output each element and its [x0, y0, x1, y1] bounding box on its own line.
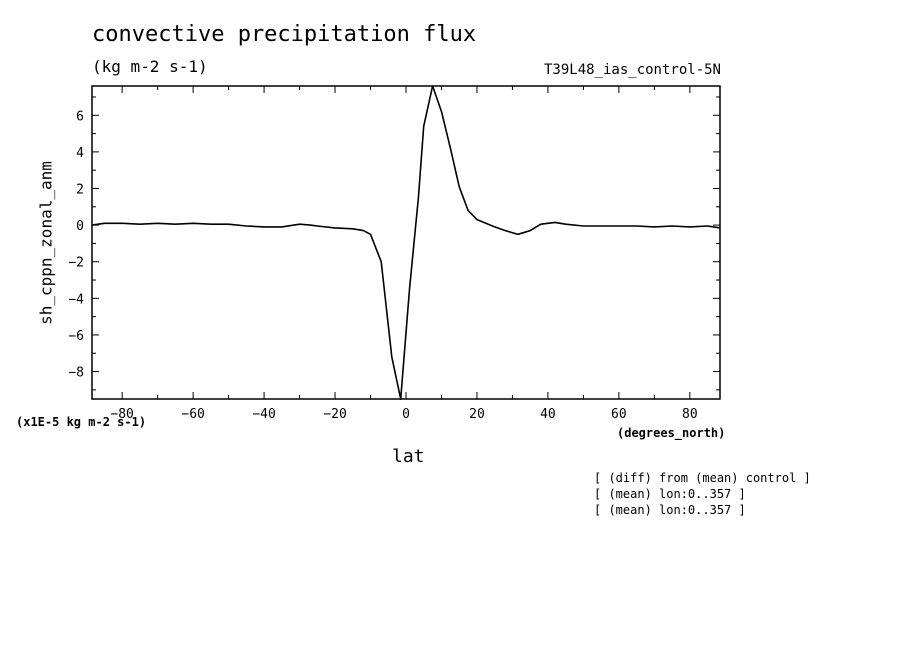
annotation-note: [ (mean) lon:0..357 ]	[594, 503, 746, 517]
annotation-note: [ (mean) lon:0..357 ]	[594, 487, 746, 501]
x-tick-label: −20	[323, 407, 346, 422]
tick-marks	[92, 86, 720, 399]
y-tick-label: −2	[68, 256, 84, 271]
y-tick-label: 0	[76, 219, 84, 234]
y-scale-note: (x1E-5 kg m-2 s-1)	[16, 415, 147, 429]
x-tick-label: 40	[540, 407, 556, 422]
annotation-note: [ (diff) from (mean) control ]	[594, 471, 811, 485]
chart-units: (kg m-2 s-1)	[92, 57, 208, 76]
y-axis-label: sh_cppn_zonal_anm	[36, 161, 56, 325]
y-tick-label: −4	[68, 292, 84, 307]
x-tick-label: 20	[469, 407, 485, 422]
x-tick-label: 0	[402, 407, 410, 422]
y-tick-label: 6	[76, 109, 84, 124]
x-tick-label: −40	[252, 407, 275, 422]
x-unit-note: (degrees_north)	[617, 426, 726, 440]
x-tick-label: −80	[110, 407, 133, 422]
chart-title: convective precipitation flux	[92, 22, 477, 47]
plot-frame	[91, 85, 721, 400]
y-tick-label: −8	[68, 366, 84, 381]
y-tick-label: −6	[68, 329, 84, 344]
x-axis-label: lat	[392, 446, 425, 467]
x-tick-label: 80	[682, 407, 698, 422]
data-line	[91, 85, 721, 400]
x-tick-label: −60	[181, 407, 204, 422]
run-label: T39L48_ias_control-5N	[543, 62, 721, 78]
x-tick-label: 60	[611, 407, 627, 422]
y-tick-label: 4	[76, 146, 84, 161]
y-tick-label: 2	[76, 183, 84, 198]
